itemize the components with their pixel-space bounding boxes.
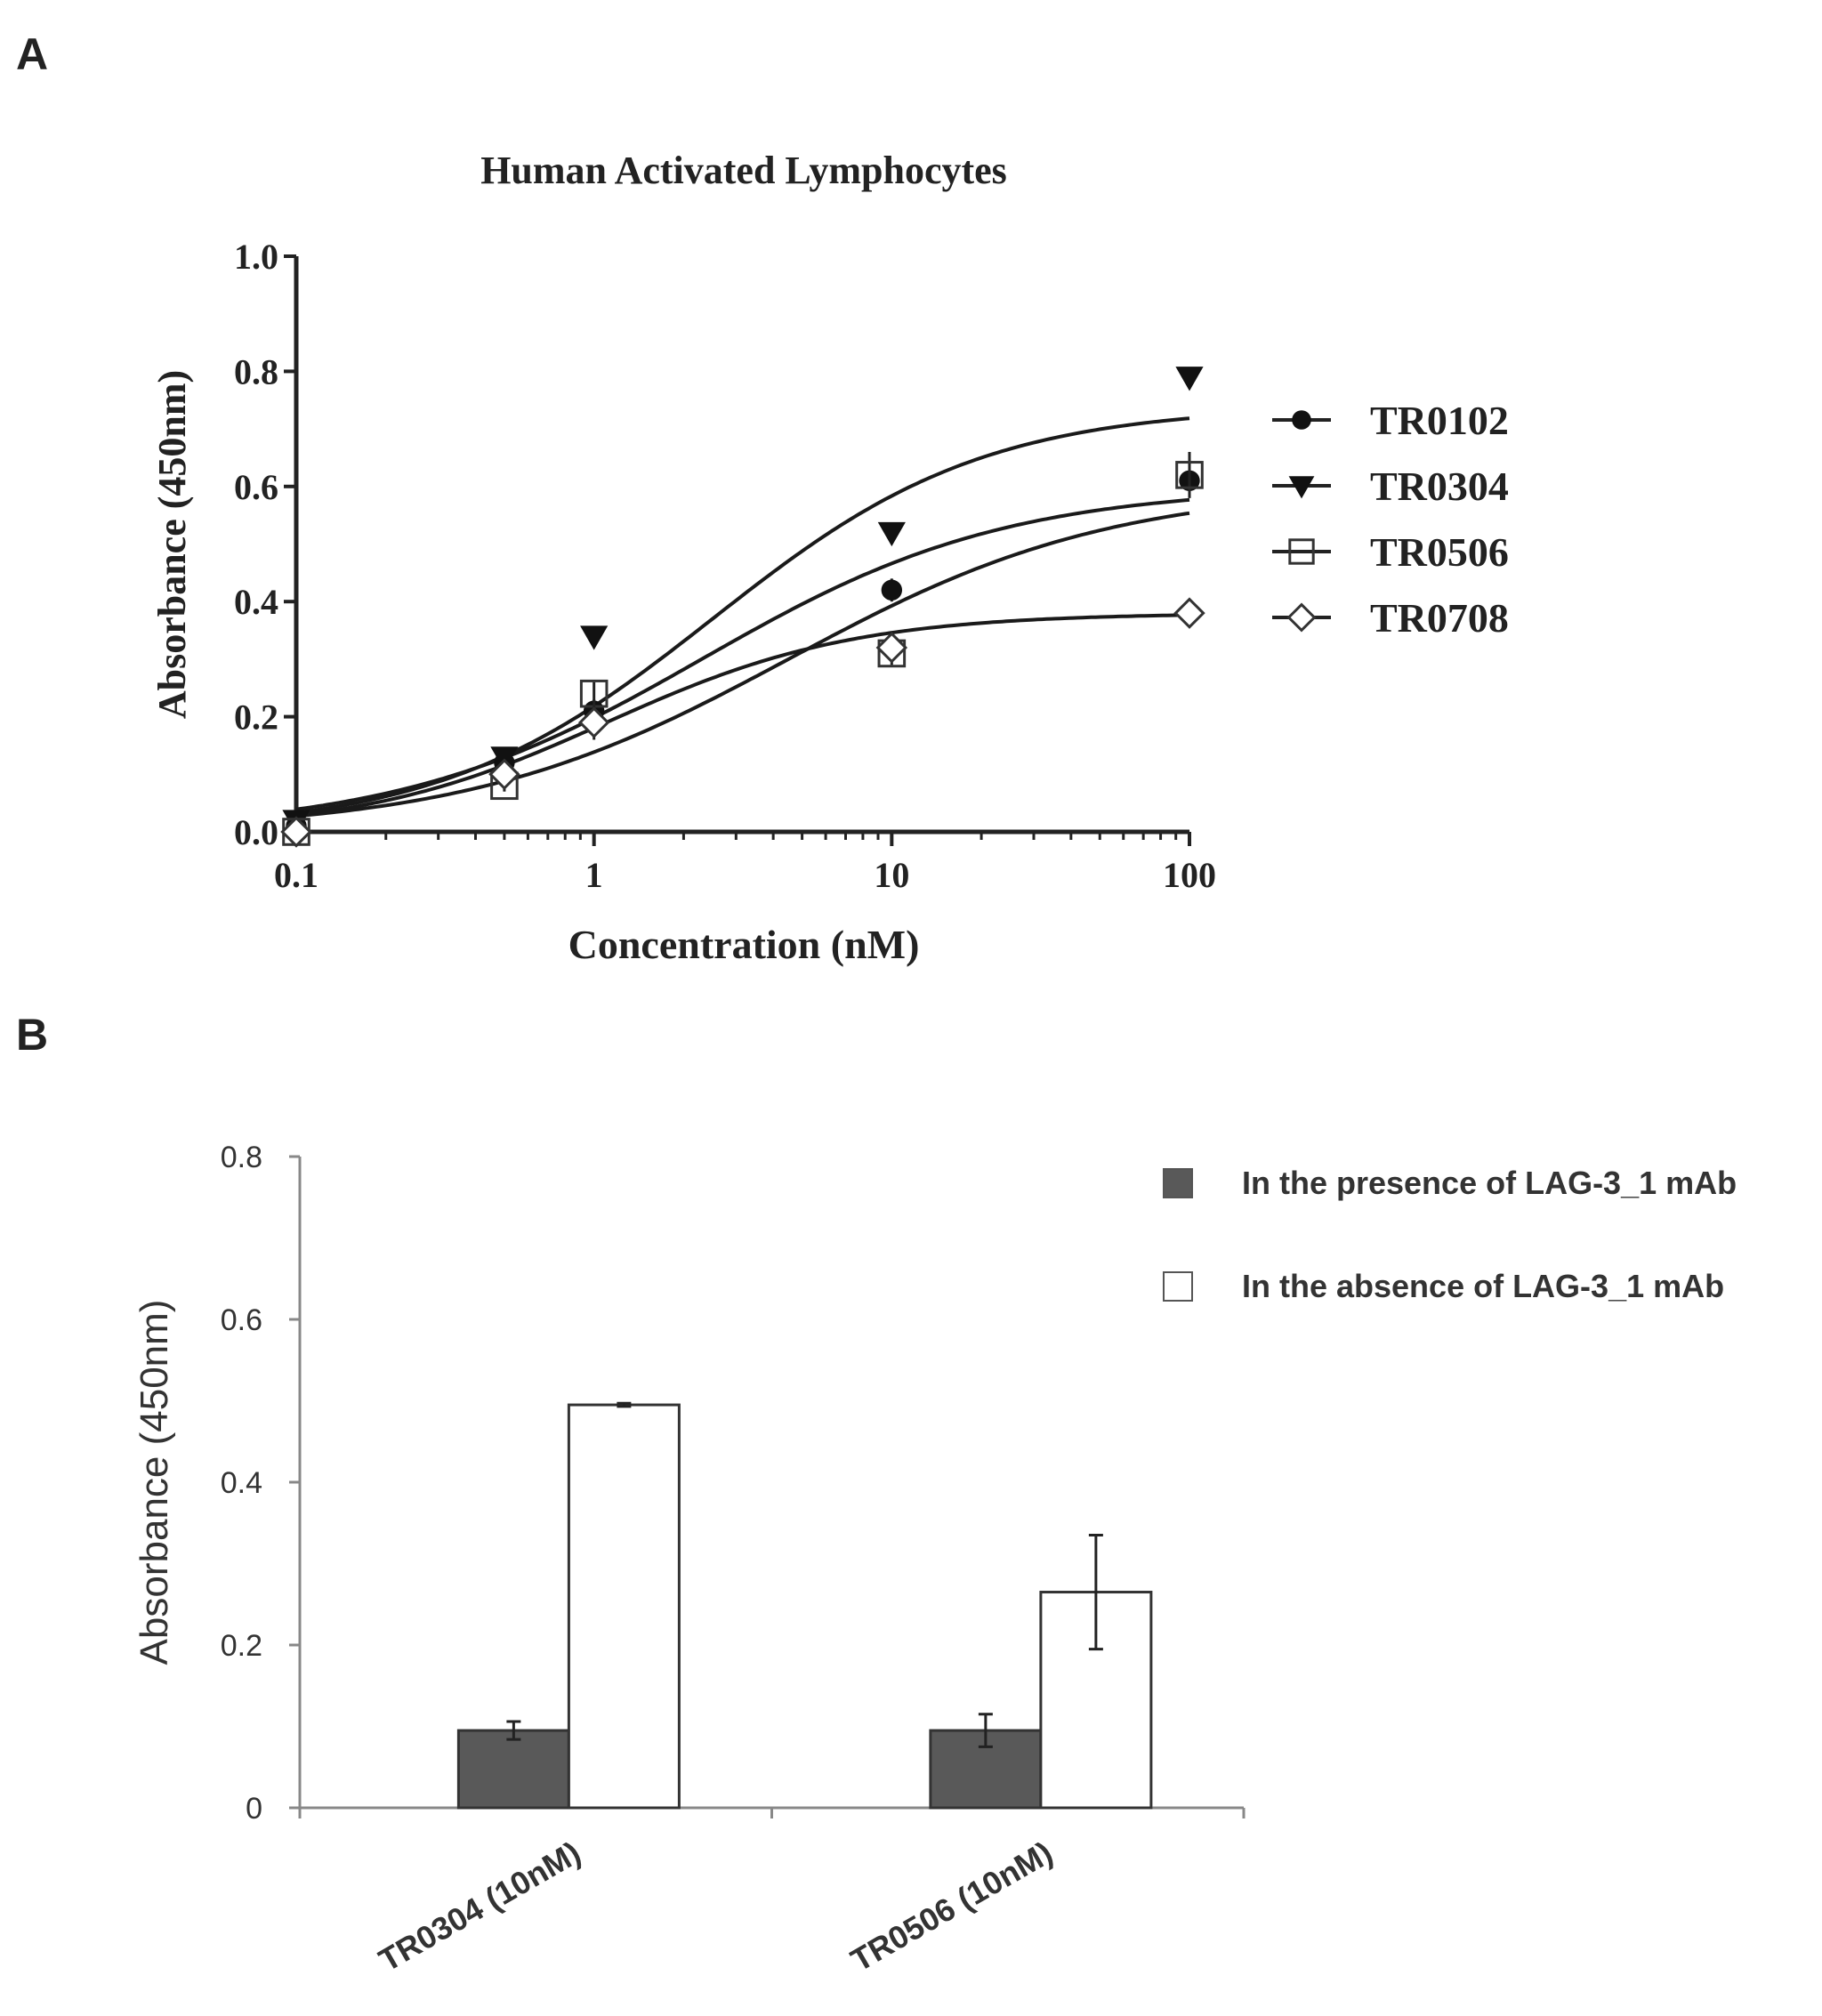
panel-b-letter: B: [16, 1010, 48, 1060]
chart-a-fit-curve: [295, 497, 1190, 811]
chart-a-data-point: [577, 706, 610, 738]
chart-a-data-point: [877, 521, 906, 547]
chart-a-fit-curve: [295, 613, 1190, 818]
chart-b-bar: [456, 1729, 570, 1810]
chart-a-x-label: Concentration (nM): [568, 922, 920, 967]
chart-a-x-tick-label: 100: [1163, 855, 1216, 895]
chart-a-legend-marker: [1288, 538, 1315, 565]
chart-b-legend-swatch: [1163, 1168, 1193, 1198]
chart-a-title: Human Activated Lymphocytes: [480, 149, 1007, 192]
chart-a-data-point: [280, 816, 312, 848]
chart-a-legend-label: TR0102: [1370, 398, 1509, 443]
chart-a-legend-marker: [1292, 410, 1311, 430]
chart-b-y-label: Absorbance (450nm): [133, 1300, 176, 1665]
panel-a-letter: A: [16, 29, 48, 79]
chart-a-legend-label: TR0304: [1370, 464, 1509, 509]
chart-b-y-tick-label: 0.6: [221, 1303, 262, 1337]
chart-b-x-tick-label: TR0304 (10nM): [373, 1834, 587, 1979]
chart-b-y-tick-label: 0.2: [221, 1629, 262, 1663]
chart-a-data-point: [1175, 461, 1204, 489]
chart-a-y-tick-label: 0.4: [234, 582, 278, 622]
chart-a-data-point: [580, 625, 609, 650]
chart-a-data-point: [1175, 367, 1204, 391]
chart-a-x-tick-label: 10: [874, 855, 909, 895]
chart-a-y-tick-label: 0.8: [234, 351, 278, 391]
chart-a-y-tick-label: 0.6: [234, 467, 278, 507]
chart-b-legend-label: In the presence of LAG-3_1 mAb: [1242, 1165, 1737, 1201]
chart-a-fit-curve: [295, 511, 1190, 818]
chart-a-y-tick-label: 0.0: [234, 812, 278, 852]
chart-a-legend-marker: [1288, 476, 1315, 499]
chart-b: 0 0.2 0.4 0.6 0.8 TR0304 (10nM) TR0506 (10nM)…: [221, 1141, 1737, 1979]
chart-a-fit-curve: [295, 416, 1190, 815]
chart-a-data-point: [1173, 597, 1205, 629]
chart-b-legend-swatch: [1163, 1271, 1193, 1302]
chart-a-y-tick-label: 1.0: [234, 237, 278, 277]
chart-b-bar: [567, 1403, 681, 1810]
chart-a-data-point: [881, 579, 903, 601]
chart-a-data-point: [875, 632, 908, 664]
chart-b-y-tick-label: 0.8: [221, 1141, 262, 1174]
chart-a-y-tick-label: 0.2: [234, 698, 278, 738]
chart-a: 0.0 0.2 0.4 0.6 0.8 1.0 0.1 1 10 100 TR0102 TR030…: [234, 237, 1509, 895]
chart-a-legend-label: TR0506: [1370, 529, 1509, 575]
chart-a-x-tick-label: 0.1: [274, 855, 318, 895]
chart-a-x-tick-label: 1: [585, 855, 603, 895]
chart-b-y-tick-label: 0: [246, 1792, 262, 1826]
chart-b-x-tick-label: TR0506 (10nM): [844, 1834, 1059, 1979]
chart-a-legend-marker: [1286, 602, 1317, 633]
chart-b-y-tick-label: 0.4: [221, 1466, 262, 1500]
chart-a-legend-label: TR0708: [1370, 595, 1509, 641]
chart-a-y-label: Absorbance (450nm): [150, 370, 194, 719]
chart-a-data-point: [488, 758, 520, 791]
chart-b-legend-label: In the absence of LAG-3_1 mAb: [1242, 1268, 1724, 1304]
